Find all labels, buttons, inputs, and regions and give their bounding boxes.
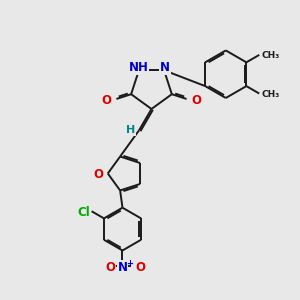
Text: O: O: [93, 169, 103, 182]
Text: CH₃: CH₃: [261, 51, 279, 60]
Text: N: N: [118, 261, 128, 274]
Text: O: O: [105, 261, 115, 274]
Text: O: O: [135, 261, 145, 274]
Text: O: O: [191, 94, 201, 107]
Text: Cl: Cl: [77, 206, 90, 219]
Text: ⁻: ⁻: [140, 261, 145, 271]
Text: O: O: [102, 94, 112, 107]
Text: +: +: [126, 259, 134, 268]
Text: H: H: [126, 125, 135, 135]
Text: CH₃: CH₃: [261, 90, 279, 99]
Text: NH: NH: [128, 61, 148, 74]
Text: N: N: [160, 61, 170, 74]
